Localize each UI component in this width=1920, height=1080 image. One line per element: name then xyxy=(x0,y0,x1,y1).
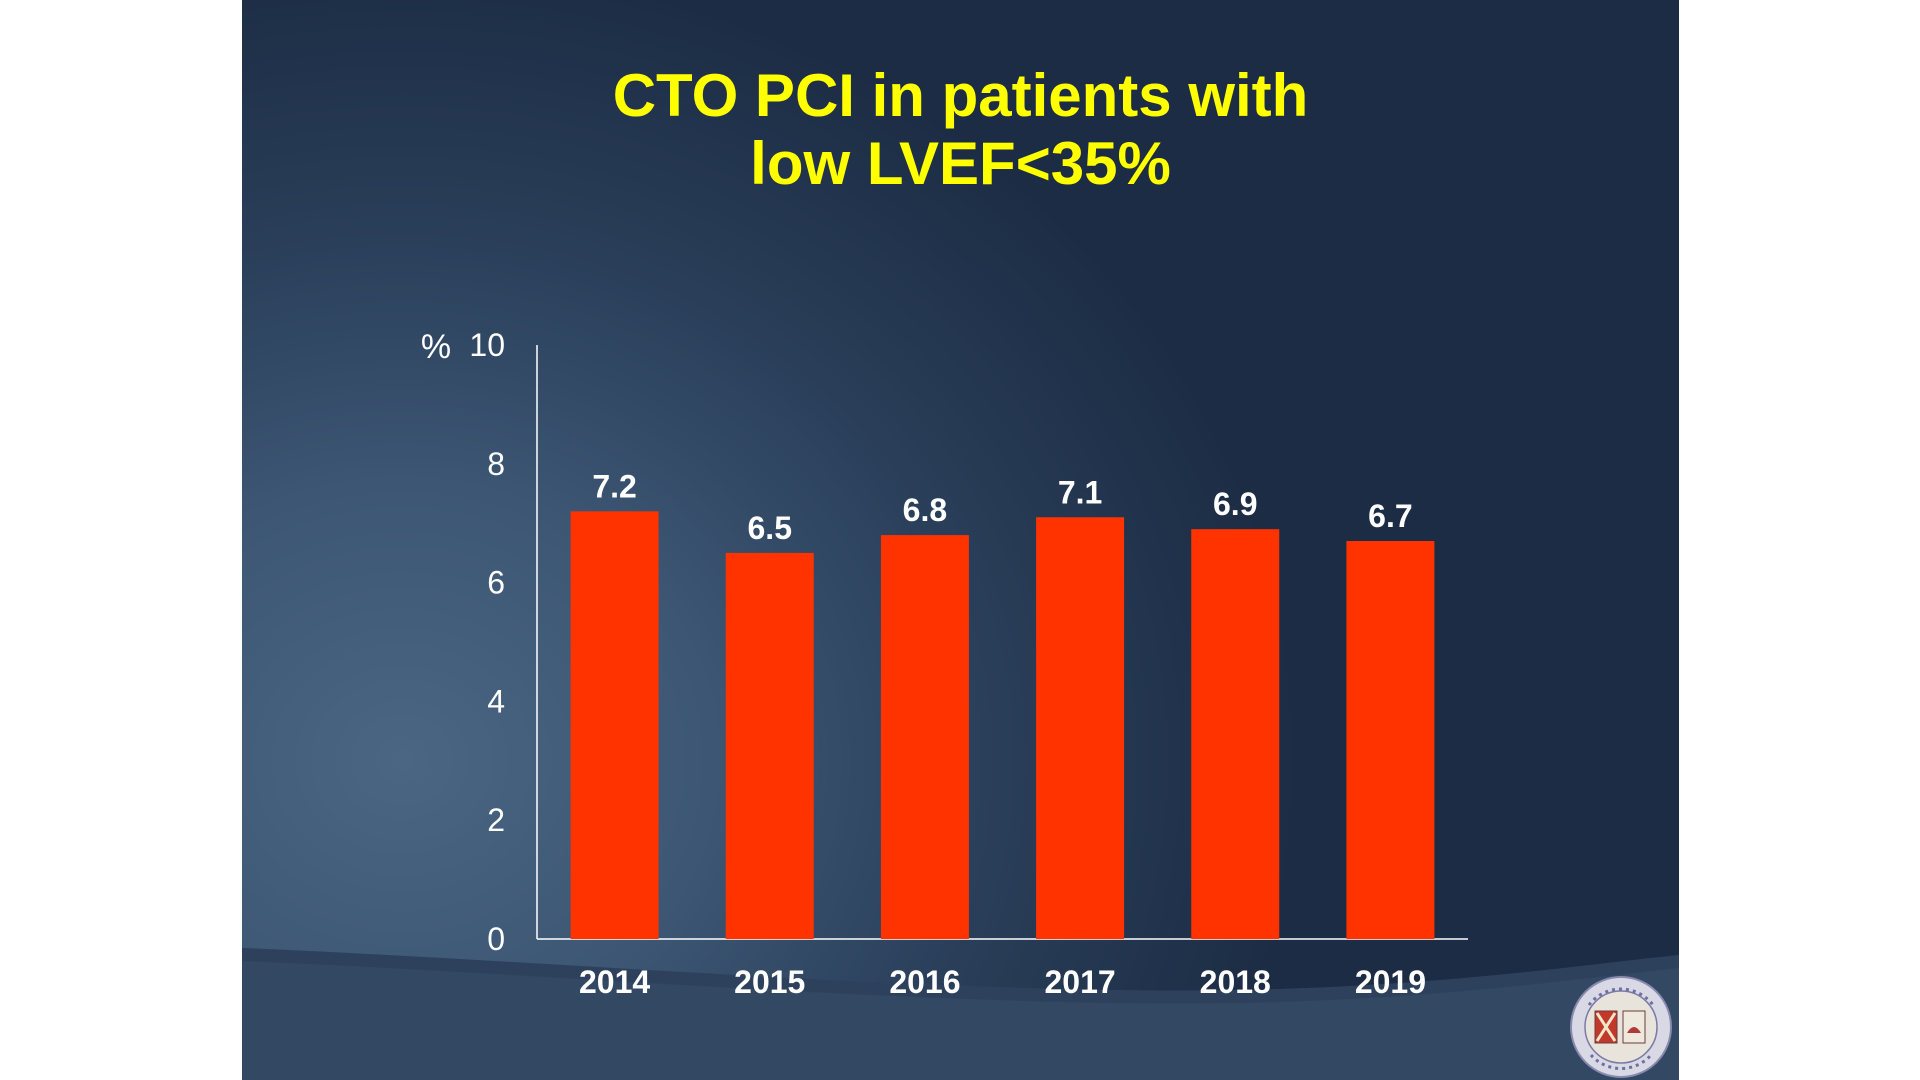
bar-2016 xyxy=(880,535,969,939)
x-tick-label-2019: 2019 xyxy=(1355,964,1426,1000)
bar-2019 xyxy=(1346,541,1435,939)
data-label-2018: 6.9 xyxy=(1213,486,1257,522)
slide-title: CTO PCI in patients with low LVEF<35% xyxy=(242,62,1679,198)
title-line-1: CTO PCI in patients with xyxy=(612,62,1309,129)
bar-2018 xyxy=(1191,529,1280,939)
x-tick-label-2016: 2016 xyxy=(889,964,960,1000)
y-tick-label: 10 xyxy=(469,327,505,363)
y-tick-label: 8 xyxy=(487,446,505,482)
data-label-2014: 7.2 xyxy=(592,468,636,504)
x-tick-label-2017: 2017 xyxy=(1044,964,1115,1000)
data-label-2017: 7.1 xyxy=(1058,474,1102,510)
bar-2014 xyxy=(570,511,659,939)
y-tick-label: 2 xyxy=(487,802,505,838)
x-tick-label-2018: 2018 xyxy=(1200,964,1271,1000)
bar-2015 xyxy=(725,552,814,939)
bar-2017 xyxy=(1036,517,1125,939)
x-tick-label-2014: 2014 xyxy=(579,964,650,1000)
y-tick-label: 0 xyxy=(487,921,505,957)
slide: CTO PCI in patients with low LVEF<35% 0 2… xyxy=(242,0,1679,1080)
y-axis-label: % xyxy=(421,328,451,366)
bar-chart: 0 2 4 6 8 10% 7.2 2014 6.5 2015 6.8 2016 7.1 2017 6.9 2… xyxy=(421,327,1468,1000)
background-swoosh xyxy=(242,948,1679,1080)
data-label-2019: 6.7 xyxy=(1368,498,1412,534)
data-label-2015: 6.5 xyxy=(748,510,792,546)
title-line-2: low LVEF<35% xyxy=(750,129,1171,197)
y-tick-label: 6 xyxy=(487,565,505,601)
data-label-2016: 6.8 xyxy=(903,492,947,528)
y-tick-label: 4 xyxy=(487,683,505,719)
x-tick-label-2015: 2015 xyxy=(734,964,805,1000)
university-seal xyxy=(1570,976,1672,1078)
